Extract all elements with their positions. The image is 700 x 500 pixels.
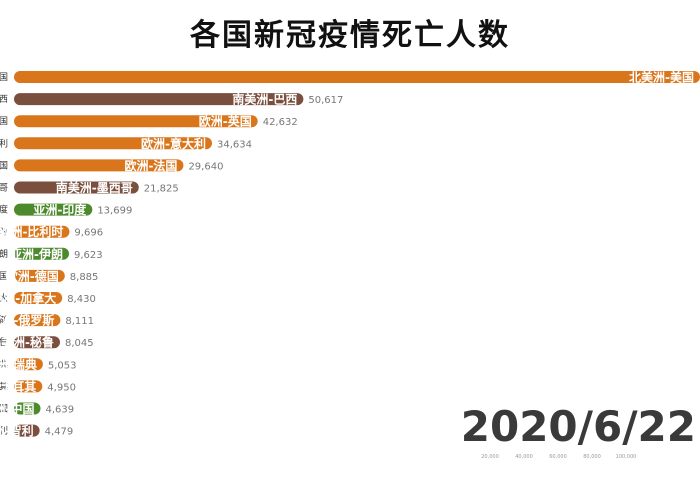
- x-tick-label: 80,000: [583, 454, 601, 460]
- value-label: 4,639: [46, 405, 75, 416]
- row-edge-label: 其: [0, 381, 8, 392]
- bar: [14, 225, 70, 238]
- bar-label: 欧洲-比利时: [0, 224, 63, 239]
- row-edge-label: 国: [0, 271, 8, 282]
- row-edge-label: 国: [0, 160, 8, 171]
- value-label: 21,825: [144, 184, 179, 195]
- bar: [14, 115, 258, 128]
- bar-label: 欧洲-土耳其: [0, 379, 36, 394]
- bar: [14, 336, 60, 349]
- value-label: 42,632: [263, 117, 298, 128]
- value-label: 9,696: [74, 228, 103, 239]
- bar: [14, 247, 70, 260]
- bar-label: 南美洲-巴西: [232, 92, 297, 107]
- bar-label: 欧洲-意大利: [141, 136, 206, 151]
- bar: [14, 292, 63, 304]
- bar-label: 北美洲-加拿大: [0, 291, 56, 306]
- bar-label: 北美洲-美国: [629, 70, 694, 85]
- row-edge-label: 西: [0, 94, 8, 105]
- x-tick-label: 40,000: [515, 454, 533, 460]
- value-label: 34,634: [217, 139, 252, 150]
- bar-label: 亚洲-伊朗: [10, 246, 63, 261]
- x-tick-label: 20,000: [481, 454, 499, 460]
- chart-title: 各国新冠疫情死亡人数: [190, 18, 510, 53]
- bar-label: 欧洲-俄罗斯: [0, 313, 54, 328]
- bar: [14, 269, 65, 282]
- value-label: 8,045: [65, 338, 94, 349]
- row-edge-label: 度: [0, 204, 8, 216]
- value-label: 8,111: [65, 316, 94, 327]
- row-edge-label: 朗: [0, 248, 8, 260]
- row-edge-label: 利: [0, 425, 8, 437]
- value-label: 29,640: [188, 161, 223, 172]
- value-label: 50,617: [308, 95, 343, 106]
- row-edge-label: 典: [0, 358, 8, 370]
- bar: [14, 358, 43, 371]
- value-label: 8,430: [67, 294, 96, 305]
- value-label: 8,885: [70, 272, 99, 283]
- bar: [14, 181, 139, 194]
- row-edge-label: 斯: [0, 314, 8, 326]
- value-label: 5,053: [48, 360, 77, 371]
- value-label: 4,479: [45, 427, 74, 438]
- value-label: 4,950: [47, 382, 76, 393]
- bar-label: 南美洲-智利: [0, 423, 34, 438]
- bar: [14, 314, 61, 327]
- bar-label: 南美洲-墨西哥: [56, 180, 133, 195]
- bar-label: 欧洲-德国: [6, 268, 59, 283]
- date-label: 2020/6/22: [460, 402, 696, 451]
- bar: [14, 203, 93, 216]
- row-edge-label: 鲁: [0, 336, 8, 348]
- bar-label: 亚洲-印度: [33, 202, 87, 217]
- bar: [14, 424, 40, 437]
- x-tick-label: 60,000: [549, 454, 567, 460]
- row-edge-label: 国: [0, 116, 8, 127]
- bar-label: 亚洲-中国: [0, 401, 35, 416]
- bar-label: 欧洲-英国: [199, 114, 252, 129]
- bar: [14, 380, 43, 393]
- bar-label: 南美洲-秘鲁: [0, 335, 54, 350]
- value-label: 13,699: [97, 206, 132, 217]
- row-edge-label: 国: [0, 404, 8, 415]
- bar: [14, 159, 184, 172]
- x-tick-label: 100,000: [616, 454, 637, 460]
- bar: [14, 93, 304, 106]
- value-label: 9,623: [74, 250, 103, 261]
- row-edge-label: 利: [0, 137, 8, 149]
- bar: [14, 402, 41, 415]
- bar-label: 欧洲-法国: [124, 158, 177, 173]
- row-edge-label: 大: [0, 292, 8, 304]
- bar-label: 欧洲-瑞典: [0, 357, 37, 372]
- bar: [14, 137, 212, 150]
- bar: [14, 71, 700, 83]
- row-edge-label: 时: [0, 226, 8, 238]
- row-edge-label: 国: [0, 72, 8, 83]
- row-edge-label: 哥: [0, 183, 8, 194]
